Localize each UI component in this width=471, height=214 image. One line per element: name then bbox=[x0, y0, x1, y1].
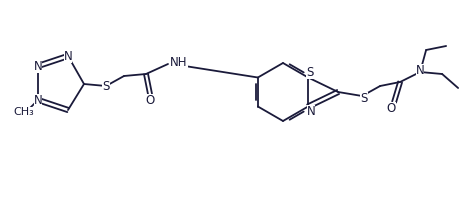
Text: N: N bbox=[33, 59, 42, 73]
Text: NH: NH bbox=[170, 55, 187, 68]
Text: CH₃: CH₃ bbox=[14, 107, 34, 117]
Text: N: N bbox=[416, 64, 424, 76]
Text: S: S bbox=[307, 66, 314, 79]
Text: O: O bbox=[146, 94, 154, 107]
Text: N: N bbox=[307, 105, 316, 118]
Text: S: S bbox=[360, 92, 368, 104]
Text: O: O bbox=[387, 101, 396, 114]
Text: S: S bbox=[102, 79, 110, 92]
Text: N: N bbox=[33, 94, 42, 107]
Text: N: N bbox=[64, 49, 73, 62]
